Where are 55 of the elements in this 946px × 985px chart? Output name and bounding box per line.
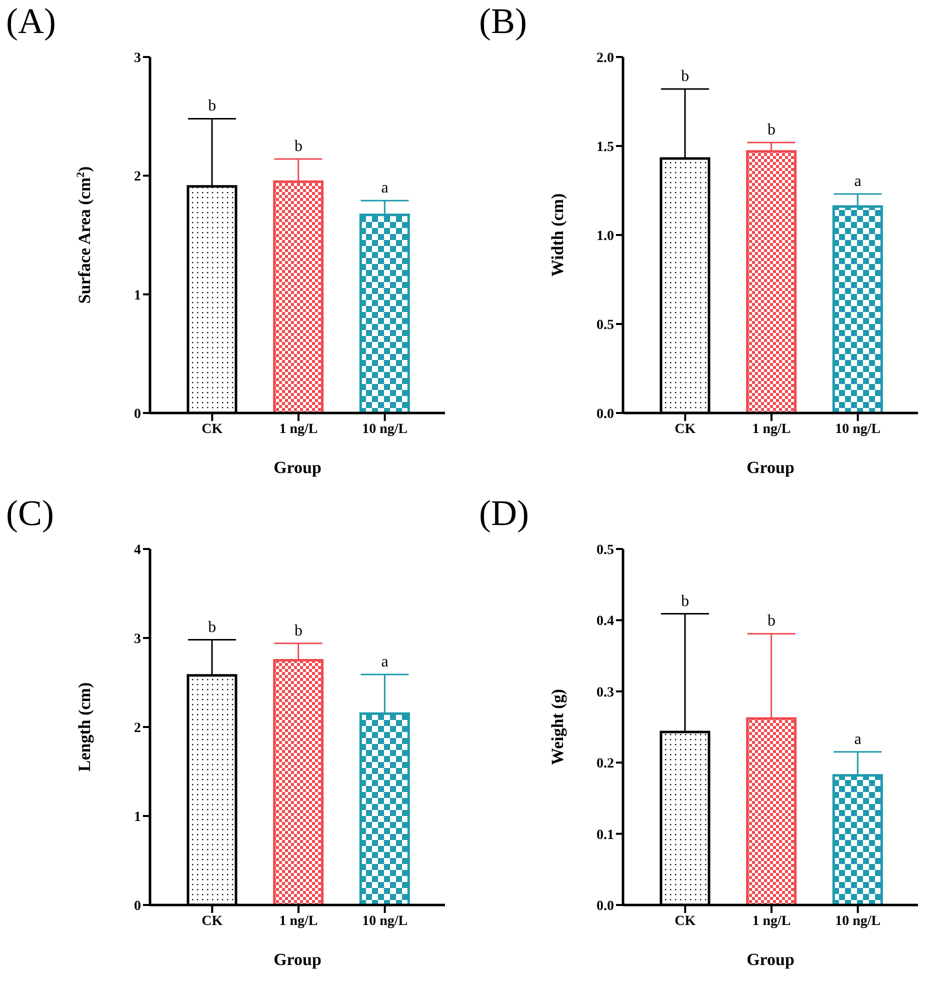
x-tick-label: CK — [674, 422, 696, 437]
x-tick-label: 1 ng/L — [752, 914, 791, 929]
annotation: b — [768, 121, 776, 138]
x-tick-label: 10 ng/L — [362, 422, 408, 437]
annotation: a — [854, 173, 862, 190]
y-tick-label: 1 — [134, 810, 141, 825]
x-tick-label: 10 ng/L — [835, 914, 881, 929]
y-tick-label: 2 — [134, 170, 141, 185]
y-tick-label: 0.2 — [596, 756, 614, 772]
y-tick-label: 0.0 — [596, 898, 614, 914]
y-tick-label: 0 — [134, 898, 141, 914]
y-tick-label: 1.0 — [596, 228, 614, 244]
chart-title: (A) — [6, 0, 56, 42]
y-tick-label: 1.5 — [596, 140, 614, 155]
y-tick-label: 0.4 — [596, 614, 614, 630]
annotation: b — [208, 98, 216, 115]
y-axis-title: Weight (g) — [548, 688, 567, 766]
chart-title: (B) — [479, 0, 527, 42]
y-tick-label: 0.1 — [596, 828, 614, 843]
y-axis-title: Width (cm) — [548, 193, 567, 277]
x-axis-title: Group — [746, 458, 794, 477]
chart-title: (C) — [6, 492, 54, 534]
annotation: b — [768, 612, 776, 630]
y-tick-label: 3 — [134, 632, 141, 647]
x-tick-label: 10 ng/L — [835, 422, 881, 437]
annotation: b — [294, 138, 302, 156]
x-axis-title: Group — [274, 458, 322, 477]
x-axis-title: Group — [274, 950, 322, 969]
y-axis-title: Length (cm) — [75, 682, 94, 772]
x-tick-label: CK — [202, 914, 223, 929]
y-tick-label: 2.0 — [596, 50, 614, 66]
x-tick-label: 10 ng/L — [362, 914, 408, 929]
x-tick-label: 1 ng/L — [279, 422, 318, 437]
y-tick-label: 0.3 — [596, 685, 614, 700]
y-tick-label: 3 — [134, 50, 141, 66]
x-tick-label: 1 ng/L — [279, 914, 318, 929]
annotation: b — [294, 622, 302, 640]
annotation: a — [381, 180, 388, 197]
y-tick-label: 4 — [134, 542, 141, 558]
chart-title: (D) — [479, 492, 529, 534]
annotation: a — [381, 653, 388, 670]
x-tick-label: CK — [202, 422, 223, 437]
y-tick-label: 0.5 — [596, 318, 614, 333]
annotation: b — [681, 592, 690, 610]
y-tick-label: 1 — [134, 288, 141, 304]
y-tick-label: 0 — [134, 406, 141, 422]
annotation: b — [208, 618, 216, 636]
y-tick-label: 0.0 — [596, 406, 614, 422]
x-tick-label: CK — [674, 914, 696, 929]
x-tick-label: 1 ng/L — [752, 422, 791, 437]
y-tick-label: 0.5 — [596, 542, 614, 558]
annotation: b — [681, 68, 690, 86]
annotation: a — [854, 730, 862, 748]
y-tick-label: 2 — [134, 720, 141, 736]
x-axis-title: Group — [746, 950, 794, 969]
